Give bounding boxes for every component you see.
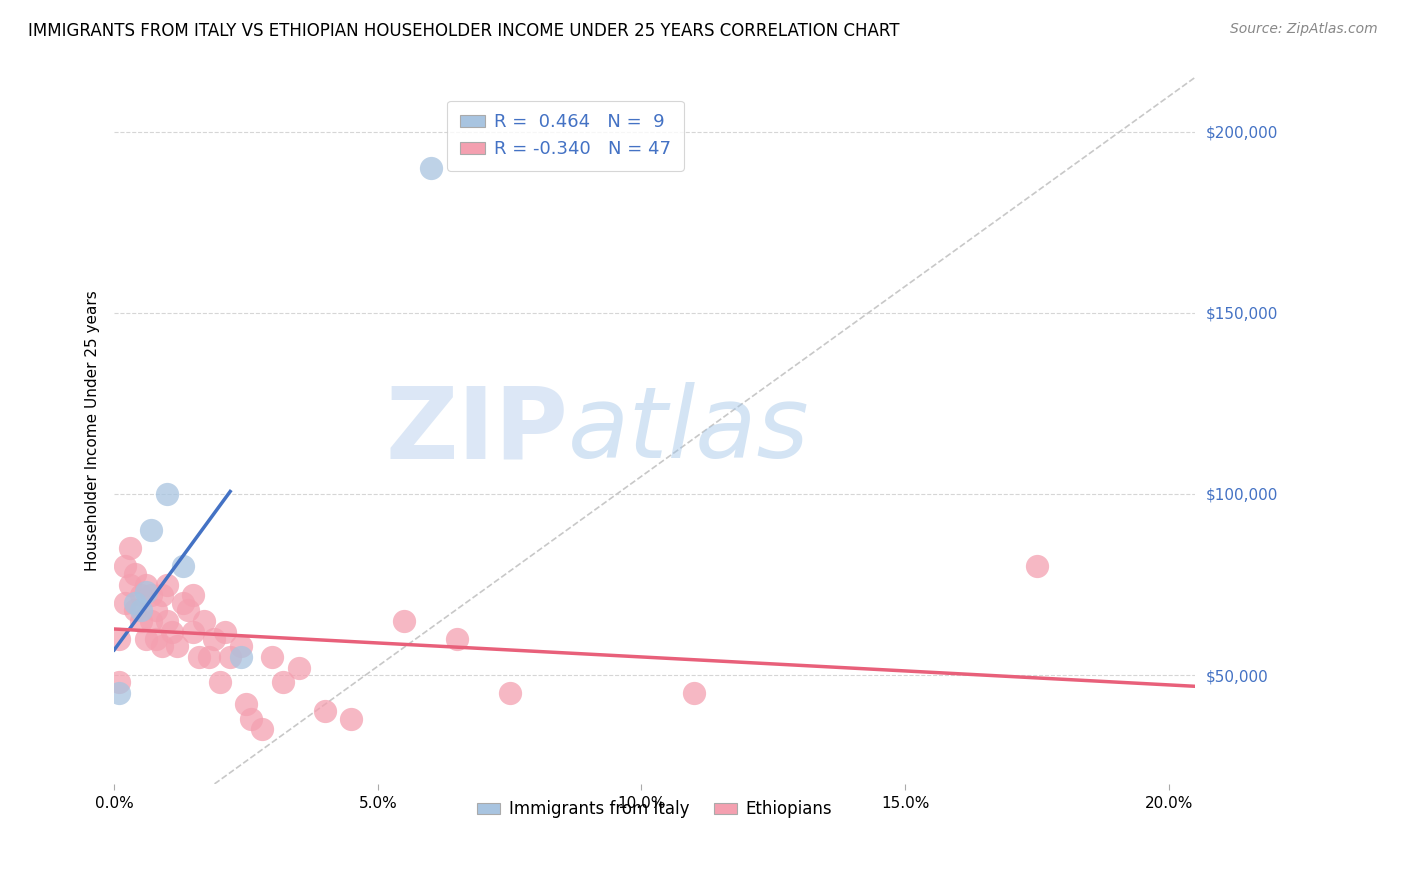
Point xyxy=(1025,559,1047,574)
Point xyxy=(683,686,706,700)
Point xyxy=(118,577,141,591)
Text: Source: ZipAtlas.com: Source: ZipAtlas.com xyxy=(1230,22,1378,37)
Point xyxy=(145,603,167,617)
Point xyxy=(114,559,136,574)
Point xyxy=(229,639,252,653)
Point xyxy=(198,650,221,665)
Point xyxy=(166,639,188,653)
Point xyxy=(156,577,179,591)
Point xyxy=(181,624,204,639)
Point xyxy=(139,523,162,537)
Text: ZIP: ZIP xyxy=(385,382,568,479)
Point xyxy=(118,541,141,556)
Point xyxy=(271,675,294,690)
Point xyxy=(150,639,173,653)
Point xyxy=(114,596,136,610)
Point xyxy=(172,559,194,574)
Point xyxy=(392,614,415,628)
Point xyxy=(160,624,183,639)
Point xyxy=(108,675,131,690)
Point xyxy=(498,686,520,700)
Point xyxy=(240,712,263,726)
Point xyxy=(145,632,167,646)
Point xyxy=(446,632,468,646)
Point xyxy=(208,675,231,690)
Text: IMMIGRANTS FROM ITALY VS ETHIOPIAN HOUSEHOLDER INCOME UNDER 25 YEARS CORRELATION: IMMIGRANTS FROM ITALY VS ETHIOPIAN HOUSE… xyxy=(28,22,900,40)
Legend: Immigrants from Italy, Ethiopians: Immigrants from Italy, Ethiopians xyxy=(470,794,839,825)
Point xyxy=(177,603,200,617)
Point xyxy=(214,624,236,639)
Point xyxy=(156,614,179,628)
Point xyxy=(262,650,284,665)
Point xyxy=(150,588,173,602)
Point xyxy=(219,650,242,665)
Point xyxy=(419,161,441,175)
Point xyxy=(172,596,194,610)
Point xyxy=(129,588,152,602)
Point xyxy=(139,614,162,628)
Point xyxy=(193,614,215,628)
Point xyxy=(135,577,157,591)
Point xyxy=(340,712,363,726)
Point xyxy=(287,661,309,675)
Point xyxy=(108,632,131,646)
Point xyxy=(129,614,152,628)
Point xyxy=(156,487,179,501)
Point xyxy=(187,650,209,665)
Point xyxy=(135,584,157,599)
Point xyxy=(229,650,252,665)
Point xyxy=(108,686,131,700)
Point xyxy=(124,603,146,617)
Point xyxy=(129,603,152,617)
Point xyxy=(314,704,336,718)
Text: atlas: atlas xyxy=(568,382,810,479)
Point xyxy=(181,588,204,602)
Point xyxy=(202,632,225,646)
Point xyxy=(250,723,273,737)
Point xyxy=(235,697,257,711)
Point xyxy=(135,632,157,646)
Y-axis label: Householder Income Under 25 years: Householder Income Under 25 years xyxy=(86,290,100,571)
Point xyxy=(124,596,146,610)
Point xyxy=(124,566,146,581)
Point xyxy=(139,588,162,602)
